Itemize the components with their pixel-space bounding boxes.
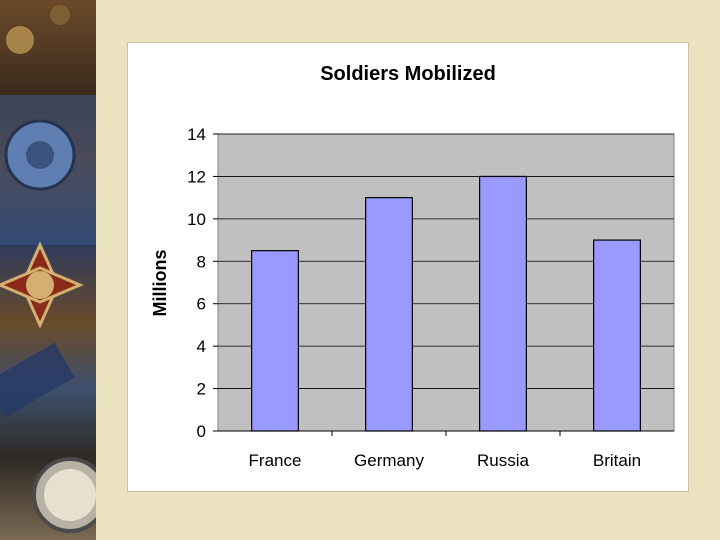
chart-title: Soldiers Mobilized	[320, 63, 496, 85]
compass-face	[44, 469, 96, 521]
medals-illustration	[0, 5, 96, 533]
rosette-center	[26, 141, 54, 169]
decorative-medals-image	[0, 0, 96, 540]
y-axis-title: Millions	[150, 250, 170, 317]
chart-card: Soldiers Mobilized 0 2 4 6 8 10 12 14 France Ger…	[127, 42, 689, 492]
y-tick-label: 6	[197, 295, 206, 314]
bar-chart: Soldiers Mobilized 0 2 4 6 8 10 12 14 France Ger…	[150, 63, 675, 470]
y-tick-label: 2	[197, 380, 206, 399]
x-tick-labels: France Germany Russia Britain	[249, 451, 642, 470]
x-tick-label: Russia	[477, 451, 530, 470]
x-tick-label: France	[249, 451, 302, 470]
bar-russia	[479, 175, 527, 432]
y-tick-label: 8	[197, 252, 206, 271]
y-tick-label: 12	[187, 167, 206, 186]
x-tick-label: Britain	[593, 451, 641, 470]
bar-france	[251, 250, 299, 432]
strap	[0, 342, 75, 418]
y-tick-label: 14	[187, 125, 206, 144]
button-ornament	[50, 5, 70, 25]
y-tick-label: 0	[197, 422, 206, 441]
bar-germany	[365, 197, 413, 432]
y-tick-label: 4	[197, 337, 206, 356]
y-tick-label: 10	[187, 210, 206, 229]
button-ornament	[6, 26, 34, 54]
cross-center	[26, 271, 54, 299]
y-tick-labels: 0 2 4 6 8 10 12 14	[187, 125, 206, 441]
bar-britain	[593, 239, 641, 432]
x-tick-label: Germany	[354, 451, 424, 470]
bars	[251, 175, 641, 432]
